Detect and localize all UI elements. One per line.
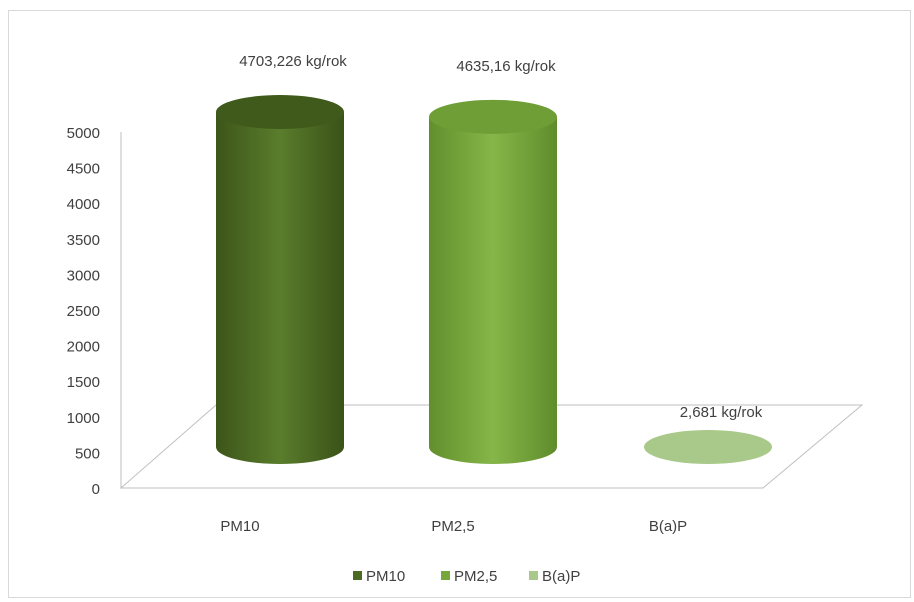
- category-label: PM2,5: [431, 518, 474, 535]
- legend-item: PM2,5: [441, 568, 497, 585]
- category-label: PM10: [220, 518, 259, 535]
- bar-disc: [644, 430, 772, 464]
- y-tick-label: 5000: [67, 125, 100, 142]
- bar-body: [216, 112, 344, 464]
- bar-pm2-5: [429, 99, 557, 465]
- bar-top: [216, 95, 344, 129]
- legend-label: PM2,5: [454, 568, 497, 585]
- legend-swatch: [441, 571, 450, 580]
- data-label: 4635,16 kg/rok: [456, 58, 556, 75]
- y-tick-label: 3500: [67, 232, 100, 249]
- chart-frame: [8, 10, 911, 598]
- legend-swatch: [529, 571, 538, 580]
- y-tick-label: 4000: [67, 196, 100, 213]
- y-tick-label: 2500: [67, 303, 100, 320]
- y-tick-label: 4500: [67, 161, 100, 178]
- data-labels: 4703,226 kg/rok 4635,16 kg/rok 2,681 kg/ro…: [239, 53, 763, 421]
- y-axis-ticks: 0 500 1000 1500 2000 2500 3000 3500 4000 4500 5000: [67, 125, 100, 498]
- category-labels: PM10 PM2,5 B(a)P: [220, 518, 687, 535]
- y-tick-label: 0: [92, 481, 100, 498]
- floor-plane: [119, 404, 864, 489]
- data-label: 2,681 kg/rok: [680, 404, 763, 421]
- category-label: B(a)P: [649, 518, 687, 535]
- axes: [119, 132, 864, 489]
- y-tick-label: 3000: [67, 267, 100, 284]
- y-tick-label: 2000: [67, 339, 100, 356]
- legend-label: B(a)P: [542, 568, 580, 585]
- y-tick-label: 1000: [67, 410, 100, 427]
- legend-swatch: [353, 571, 362, 580]
- legend-item: B(a)P: [529, 568, 580, 585]
- bar-pm10: [216, 95, 344, 464]
- legend: PM10 PM2,5 B(a)P: [353, 568, 580, 585]
- bar-top: [429, 99, 557, 134]
- legend-label: PM10: [366, 568, 405, 585]
- legend-item: PM10: [353, 568, 405, 585]
- bar-body: [429, 116, 557, 465]
- y-tick-label: 1500: [67, 374, 100, 391]
- y-tick-label: 500: [75, 445, 100, 462]
- data-label: 4703,226 kg/rok: [239, 53, 347, 70]
- bar-b-a-p: [644, 430, 772, 464]
- bars: [216, 95, 772, 465]
